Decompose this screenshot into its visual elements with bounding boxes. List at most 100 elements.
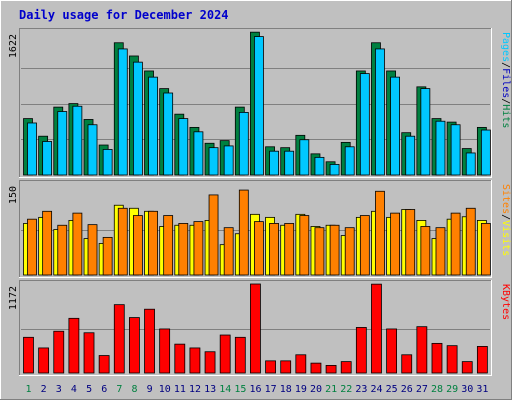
x-tick-label: 1 xyxy=(26,384,32,395)
bar-kbytes-day-15 xyxy=(234,336,246,374)
x-tick-label: 3 xyxy=(56,384,62,395)
x-tick-label: 22 xyxy=(340,384,352,395)
x-tick-label: 15 xyxy=(234,384,246,395)
bar-files-day-23 xyxy=(359,73,370,176)
bar-files-day-6 xyxy=(102,149,113,176)
bar-kbytes-day-6 xyxy=(98,355,110,374)
x-tick-label: 5 xyxy=(86,384,92,395)
bar-sites-day-10 xyxy=(163,215,174,276)
x-tick-label: 21 xyxy=(325,384,337,395)
bar-sites-day-16 xyxy=(254,221,264,276)
legend: Sites/Visits xyxy=(500,184,511,256)
bar-sites-day-20 xyxy=(314,227,325,276)
x-tick-label: 18 xyxy=(280,384,292,395)
bar-sites-day-23 xyxy=(359,215,370,276)
panel-visits-sites: 150 Sites/Visits xyxy=(8,180,511,278)
x-tick-label: 29 xyxy=(446,384,458,395)
x-tick-label: 19 xyxy=(295,384,307,395)
legend-entry: / xyxy=(500,98,511,104)
x-tick-label: 31 xyxy=(476,384,488,395)
x-tick-label: 10 xyxy=(159,384,171,395)
bar-kbytes-day-7 xyxy=(113,304,125,374)
bar-files-day-2 xyxy=(42,141,53,176)
bar-files-day-10 xyxy=(163,92,174,176)
x-tick-label: 14 xyxy=(219,384,231,395)
bar-files-day-24 xyxy=(375,48,385,176)
bar-sites-day-21 xyxy=(329,224,340,276)
bar-sites-day-6 xyxy=(102,236,113,276)
bar-files-day-31 xyxy=(480,129,491,176)
legend-entry: Files xyxy=(500,68,511,98)
bar-kbytes-day-1 xyxy=(23,336,34,374)
bar-kbytes-day-2 xyxy=(38,347,50,374)
bar-files-day-4 xyxy=(72,105,83,176)
bar-sites-day-13 xyxy=(208,194,219,276)
bar-sites-day-22 xyxy=(344,227,355,276)
x-tick-label: 27 xyxy=(416,384,428,395)
y-axis-max-label: 150 xyxy=(8,186,19,204)
bar-files-day-28 xyxy=(435,120,446,176)
legend-entry: / xyxy=(500,214,511,220)
bar-files-day-30 xyxy=(465,152,476,176)
bar-kbytes-day-30 xyxy=(461,361,473,374)
legend-entry: / xyxy=(500,62,511,68)
bar-sites-day-1 xyxy=(27,218,37,276)
x-tick-label: 16 xyxy=(249,384,261,395)
panel-kbytes: 1172 KBytes xyxy=(8,280,511,376)
bar-sites-day-31 xyxy=(480,223,491,276)
bar-kbytes-day-20 xyxy=(310,362,322,374)
bar-kbytes-day-28 xyxy=(431,342,443,374)
x-tick-label: 17 xyxy=(265,384,277,395)
bar-sites-day-27 xyxy=(420,226,431,276)
bar-sites-day-29 xyxy=(450,212,461,276)
bar-kbytes-day-3 xyxy=(53,330,65,374)
x-tick-label: 2 xyxy=(41,384,47,395)
bar-files-day-18 xyxy=(284,150,295,176)
bar-kbytes-day-22 xyxy=(340,361,352,374)
bar-kbytes-day-25 xyxy=(386,328,397,374)
bar-files-day-19 xyxy=(299,139,310,176)
bar-sites-day-19 xyxy=(299,215,310,276)
x-tick-label: 20 xyxy=(310,384,322,395)
bar-files-day-22 xyxy=(344,146,355,176)
bar-kbytes-day-21 xyxy=(325,365,337,374)
bar-sites-day-8 xyxy=(133,215,143,276)
x-tick-label: 24 xyxy=(371,384,383,395)
bar-files-day-14 xyxy=(223,145,234,176)
legend-entry: Sites xyxy=(500,184,511,214)
x-tick-label: 13 xyxy=(204,384,216,395)
bar-kbytes-day-4 xyxy=(68,317,80,374)
bar-kbytes-day-27 xyxy=(416,326,428,374)
bar-kbytes-day-10 xyxy=(159,328,171,374)
bar-sites-day-14 xyxy=(223,227,234,276)
x-tick-label: 9 xyxy=(147,384,153,395)
bar-sites-day-5 xyxy=(87,224,98,276)
bar-files-day-11 xyxy=(178,118,189,176)
bar-files-day-29 xyxy=(450,124,461,176)
bar-files-day-5 xyxy=(87,124,98,176)
bar-kbytes-day-16 xyxy=(250,283,261,374)
x-tick-label: 11 xyxy=(174,384,186,395)
bar-kbytes-day-9 xyxy=(144,308,155,374)
bar-files-day-21 xyxy=(329,164,340,176)
bar-sites-day-24 xyxy=(375,190,385,276)
bar-files-day-3 xyxy=(57,111,68,176)
bar-files-day-25 xyxy=(390,76,400,176)
x-tick-label: 26 xyxy=(401,384,413,395)
bar-sites-day-17 xyxy=(269,223,279,276)
bar-sites-day-9 xyxy=(148,210,158,276)
legend: Pages/Files/Hits xyxy=(500,32,511,128)
bar-sites-day-2 xyxy=(42,210,53,276)
bar-files-day-7 xyxy=(117,48,128,176)
bar-sites-day-25 xyxy=(390,212,400,276)
bar-kbytes-day-19 xyxy=(295,354,307,374)
bar-files-day-15 xyxy=(238,112,249,176)
bar-sites-day-26 xyxy=(405,209,416,276)
chart-panels: 1622 Pages/Files/Hits 150 Sites/Visits 1172 K… xyxy=(8,28,511,376)
bar-kbytes-day-31 xyxy=(476,346,488,374)
panel-hits-files-pages: 1622 Pages/Files/Hits xyxy=(8,28,511,178)
x-axis-day-labels: 1 2 3 4 5 6 7 8 9 10 11 12 13 14 15 16 17 18 19 20 21 22 23 24 2… xyxy=(26,384,489,395)
bar-files-day-13 xyxy=(208,147,219,176)
bar-files-day-26 xyxy=(405,135,416,176)
